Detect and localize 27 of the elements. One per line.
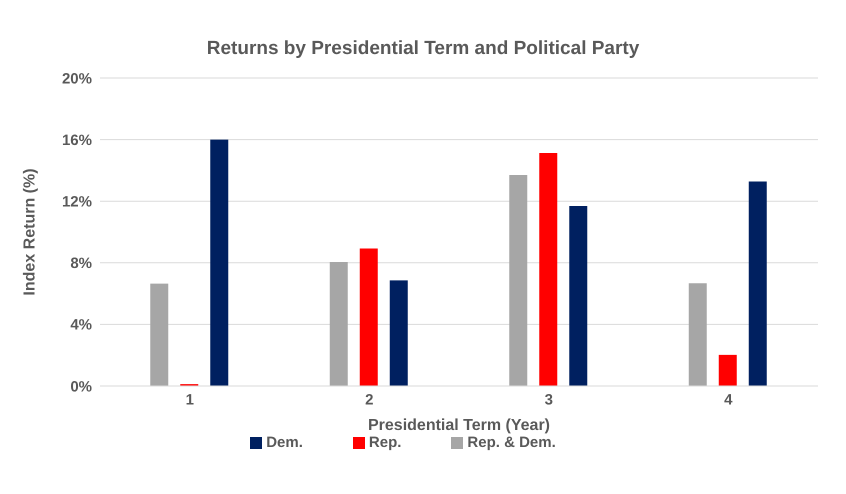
legend-label: Rep.	[368, 434, 402, 451]
bar	[360, 248, 378, 386]
bar	[509, 175, 528, 386]
chart-title: Returns by Presidential Term and Political Party	[206, 37, 640, 61]
x-tick-label: 2	[365, 392, 374, 409]
y-tick-label: 12%	[62, 194, 92, 211]
y-tick-label: 20%	[62, 70, 92, 88]
bar	[150, 284, 168, 386]
bar	[210, 140, 228, 386]
bar	[688, 283, 707, 386]
bar	[390, 280, 408, 386]
legend-label: Dem.	[266, 434, 303, 451]
x-axis-title: Presidential Term (Year)	[368, 417, 550, 434]
x-tick-label: 3	[544, 392, 553, 409]
bar	[748, 181, 767, 386]
x-tick-label: 4	[724, 392, 734, 409]
bar	[330, 262, 348, 386]
y-tick-label: 4%	[70, 316, 92, 334]
y-tick-label: 16%	[62, 132, 92, 149]
bar	[569, 206, 588, 386]
x-tick-label: 1	[186, 392, 194, 409]
y-axis-title: Index Return (%)	[22, 168, 39, 296]
y-tick-label: 8%	[70, 255, 92, 272]
bar	[718, 354, 737, 386]
y-tick-label: 0%	[70, 378, 92, 396]
legend-label: Rep. & Dem.	[467, 434, 556, 451]
bar	[539, 153, 558, 386]
